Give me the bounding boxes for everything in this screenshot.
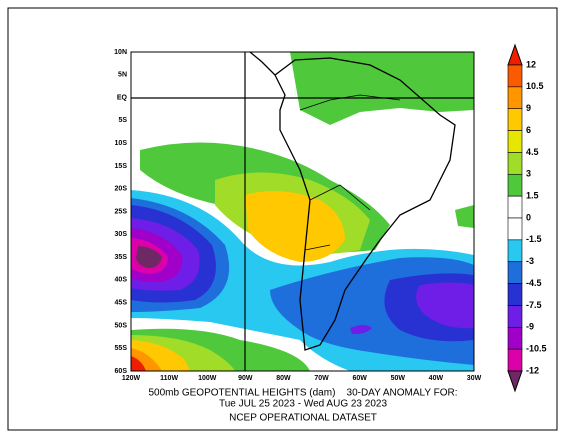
colorbar-label: -3 xyxy=(526,256,534,266)
coastline xyxy=(249,52,456,351)
lon-label: 90W xyxy=(238,375,253,382)
colorbar-swatch xyxy=(507,173,523,197)
colorbar-swatch xyxy=(507,305,523,328)
lon-label: 80W xyxy=(276,375,291,382)
colorbar-label: 6 xyxy=(526,125,531,135)
colorbar-label: -7.5 xyxy=(526,300,542,310)
caption: NCEP OPERATIONAL DATASET xyxy=(229,413,377,424)
lon-label: 100W xyxy=(198,375,217,382)
colorbar-swatch xyxy=(507,217,523,241)
lat-label: 10N xyxy=(114,49,127,56)
lat-label: 35S xyxy=(115,254,128,261)
lon-label: 60W xyxy=(352,375,367,382)
caption: Tue JUL 25 2023 - Wed AUG 23 2023 xyxy=(219,399,388,410)
colorbar-cap xyxy=(507,370,523,393)
lat-label: 45S xyxy=(115,299,128,306)
lat-label: 30S xyxy=(115,231,128,238)
colorbar-swatch xyxy=(507,326,523,350)
colorbar-label: 0 xyxy=(526,212,531,222)
colorbar-label: -9 xyxy=(526,322,534,332)
caption: 500mb GEOPOTENTIAL HEIGHTS (dam) 30-DAY … xyxy=(149,388,458,399)
colorbar-label: 12 xyxy=(526,59,536,69)
map-border xyxy=(130,51,475,372)
lat-label: 5N xyxy=(118,72,127,79)
colorbar-swatch xyxy=(507,283,523,306)
lat-label: 20S xyxy=(115,186,128,193)
lon-label: 50W xyxy=(391,375,406,382)
colorbar-label: 1.5 xyxy=(526,191,539,201)
colorbar-label: 3 xyxy=(526,169,531,179)
colorbar-swatch xyxy=(507,152,523,175)
colorbar-label: -10.5 xyxy=(526,344,547,354)
colorbar-swatch xyxy=(507,195,523,219)
lon-label: 70W xyxy=(314,375,329,382)
colorbar-label: 10.5 xyxy=(526,81,544,91)
lat-label: 55S xyxy=(115,345,128,352)
lon-label: 120W xyxy=(122,375,141,382)
lat-label: 25S xyxy=(115,208,128,215)
colorbar-label: -1.5 xyxy=(526,234,542,244)
lat-label: 40S xyxy=(115,277,128,284)
lat-label: EQ xyxy=(117,94,128,101)
lon-label: 30W xyxy=(467,375,482,382)
lat-label: 5S xyxy=(118,117,127,124)
colorbar-label: -12 xyxy=(526,365,539,375)
lon-label: 110W xyxy=(160,375,178,382)
lat-label: 15S xyxy=(115,163,128,170)
colorbar-label: -4.5 xyxy=(526,278,542,288)
colorbar-swatch xyxy=(507,86,523,110)
lat-label: 10S xyxy=(115,140,128,147)
colorbar-label: 9 xyxy=(526,103,531,113)
colorbar-swatch xyxy=(507,130,523,153)
colorbar-swatch xyxy=(507,261,523,284)
colorbar-swatch xyxy=(507,64,523,88)
colorbar-swatch xyxy=(507,348,523,372)
colorbar-swatch xyxy=(507,239,523,263)
colorbar-label: 4.5 xyxy=(526,147,539,157)
lat-label: 60S xyxy=(115,368,128,375)
lon-label: 40W xyxy=(429,375,444,382)
colorbar-swatch xyxy=(507,108,523,131)
anomaly-field xyxy=(131,52,474,371)
lat-label: 50S xyxy=(115,322,128,329)
